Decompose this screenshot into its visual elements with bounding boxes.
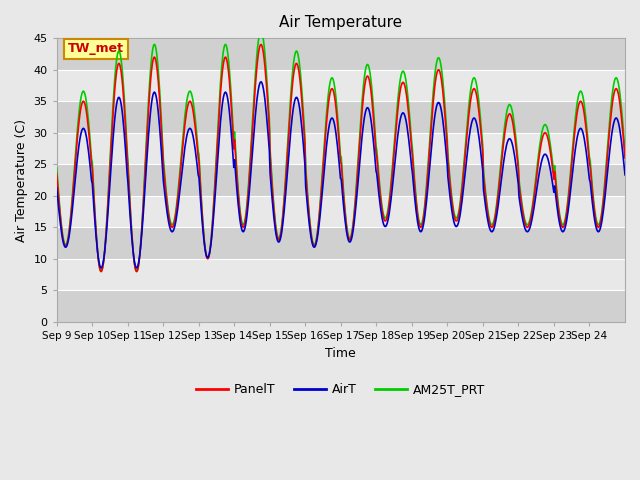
AM25T_PRT bbox=[401, 72, 409, 78]
Text: TW_met: TW_met bbox=[68, 42, 124, 55]
PanelT bbox=[401, 84, 409, 89]
Bar bbox=[57, 38, 625, 70]
Bar bbox=[57, 259, 625, 290]
AM25T_PRT bbox=[97, 269, 105, 275]
AirT bbox=[253, 98, 260, 104]
Line: AM25T_PRT: AM25T_PRT bbox=[57, 31, 625, 272]
Y-axis label: Air Temperature (C): Air Temperature (C) bbox=[15, 119, 28, 241]
PanelT bbox=[621, 155, 629, 161]
AirT bbox=[97, 265, 105, 271]
AM25T_PRT bbox=[433, 59, 441, 64]
AirT bbox=[621, 172, 629, 178]
Bar bbox=[57, 228, 625, 259]
Title: Air Temperature: Air Temperature bbox=[279, 15, 403, 30]
AM25T_PRT bbox=[120, 93, 128, 98]
X-axis label: Time: Time bbox=[326, 347, 356, 360]
AirT bbox=[120, 129, 128, 134]
AM25T_PRT bbox=[275, 235, 283, 241]
AM25T_PRT bbox=[257, 28, 265, 34]
AirT bbox=[433, 103, 441, 108]
Line: PanelT: PanelT bbox=[57, 45, 625, 272]
AirT bbox=[401, 113, 409, 119]
Bar bbox=[57, 133, 625, 164]
AirT bbox=[225, 102, 232, 108]
Bar bbox=[57, 290, 625, 322]
Bar bbox=[57, 196, 625, 228]
AM25T_PRT bbox=[621, 148, 629, 154]
Line: AirT: AirT bbox=[57, 82, 625, 268]
AM25T_PRT bbox=[225, 58, 232, 64]
PanelT bbox=[275, 237, 283, 243]
PanelT bbox=[433, 71, 441, 76]
Legend: PanelT, AirT, AM25T_PRT: PanelT, AirT, AM25T_PRT bbox=[191, 378, 490, 401]
AM25T_PRT bbox=[53, 165, 61, 171]
AirT bbox=[257, 79, 265, 85]
Bar bbox=[57, 70, 625, 101]
AirT bbox=[275, 239, 283, 245]
PanelT bbox=[225, 70, 232, 75]
Bar bbox=[57, 164, 625, 196]
PanelT bbox=[53, 171, 61, 177]
AM25T_PRT bbox=[253, 53, 260, 59]
PanelT bbox=[257, 42, 265, 48]
PanelT bbox=[253, 65, 260, 71]
PanelT bbox=[120, 102, 128, 108]
Bar bbox=[57, 101, 625, 133]
AirT bbox=[53, 185, 61, 191]
PanelT bbox=[97, 269, 105, 275]
